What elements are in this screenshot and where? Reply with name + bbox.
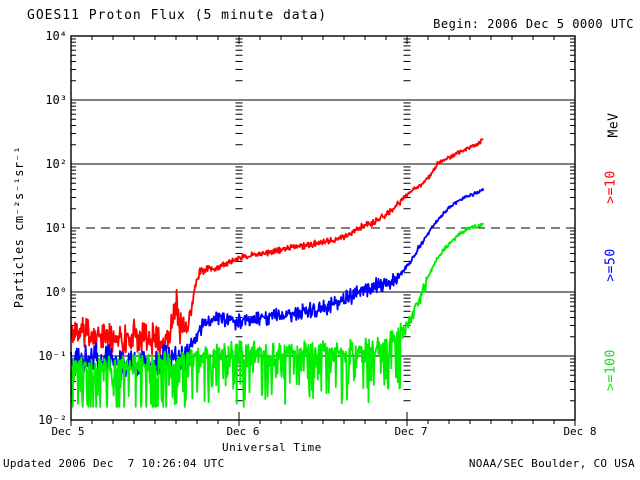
begin-timestamp: Begin: 2006 Dec 5 0000 UTC — [433, 17, 634, 31]
x-tick-label: Dec 8 — [563, 425, 597, 438]
flux-series-ge10 — [70, 138, 484, 360]
x-axis-title: Universal Time — [222, 441, 322, 454]
y-tick-label: 10³ — [45, 93, 67, 107]
y-tick-label: 10² — [45, 157, 67, 171]
updated-timestamp: Updated 2006 Dec 7 10:26:04 UTC — [3, 457, 225, 470]
y-tick-label: 10¹ — [45, 221, 67, 235]
y-tick-label: 10⁴ — [45, 29, 67, 43]
x-tick-label: Dec 7 — [394, 425, 428, 438]
source-credit: NOAA/SEC Boulder, CO USA — [468, 457, 635, 470]
y-tick-label: 10⁻¹ — [38, 349, 67, 363]
chart-title: GOES11 Proton Flux (5 minute data) — [27, 8, 328, 23]
legend-entry-ge100: >=100 — [603, 349, 619, 391]
y-tick-label: 10⁻² — [38, 413, 67, 427]
y-tick-label: 10⁰ — [45, 285, 67, 299]
plot-frame — [70, 35, 576, 421]
x-tick-label: Dec 6 — [226, 425, 260, 438]
flux-series-ge100 — [70, 222, 485, 408]
legend-entry-ge50: >=50 — [603, 248, 619, 282]
x-tick-label: Dec 5 — [51, 425, 85, 438]
legend-entry-ge10: >=10 — [603, 170, 619, 204]
legend-unit-label: MeV — [606, 112, 622, 138]
